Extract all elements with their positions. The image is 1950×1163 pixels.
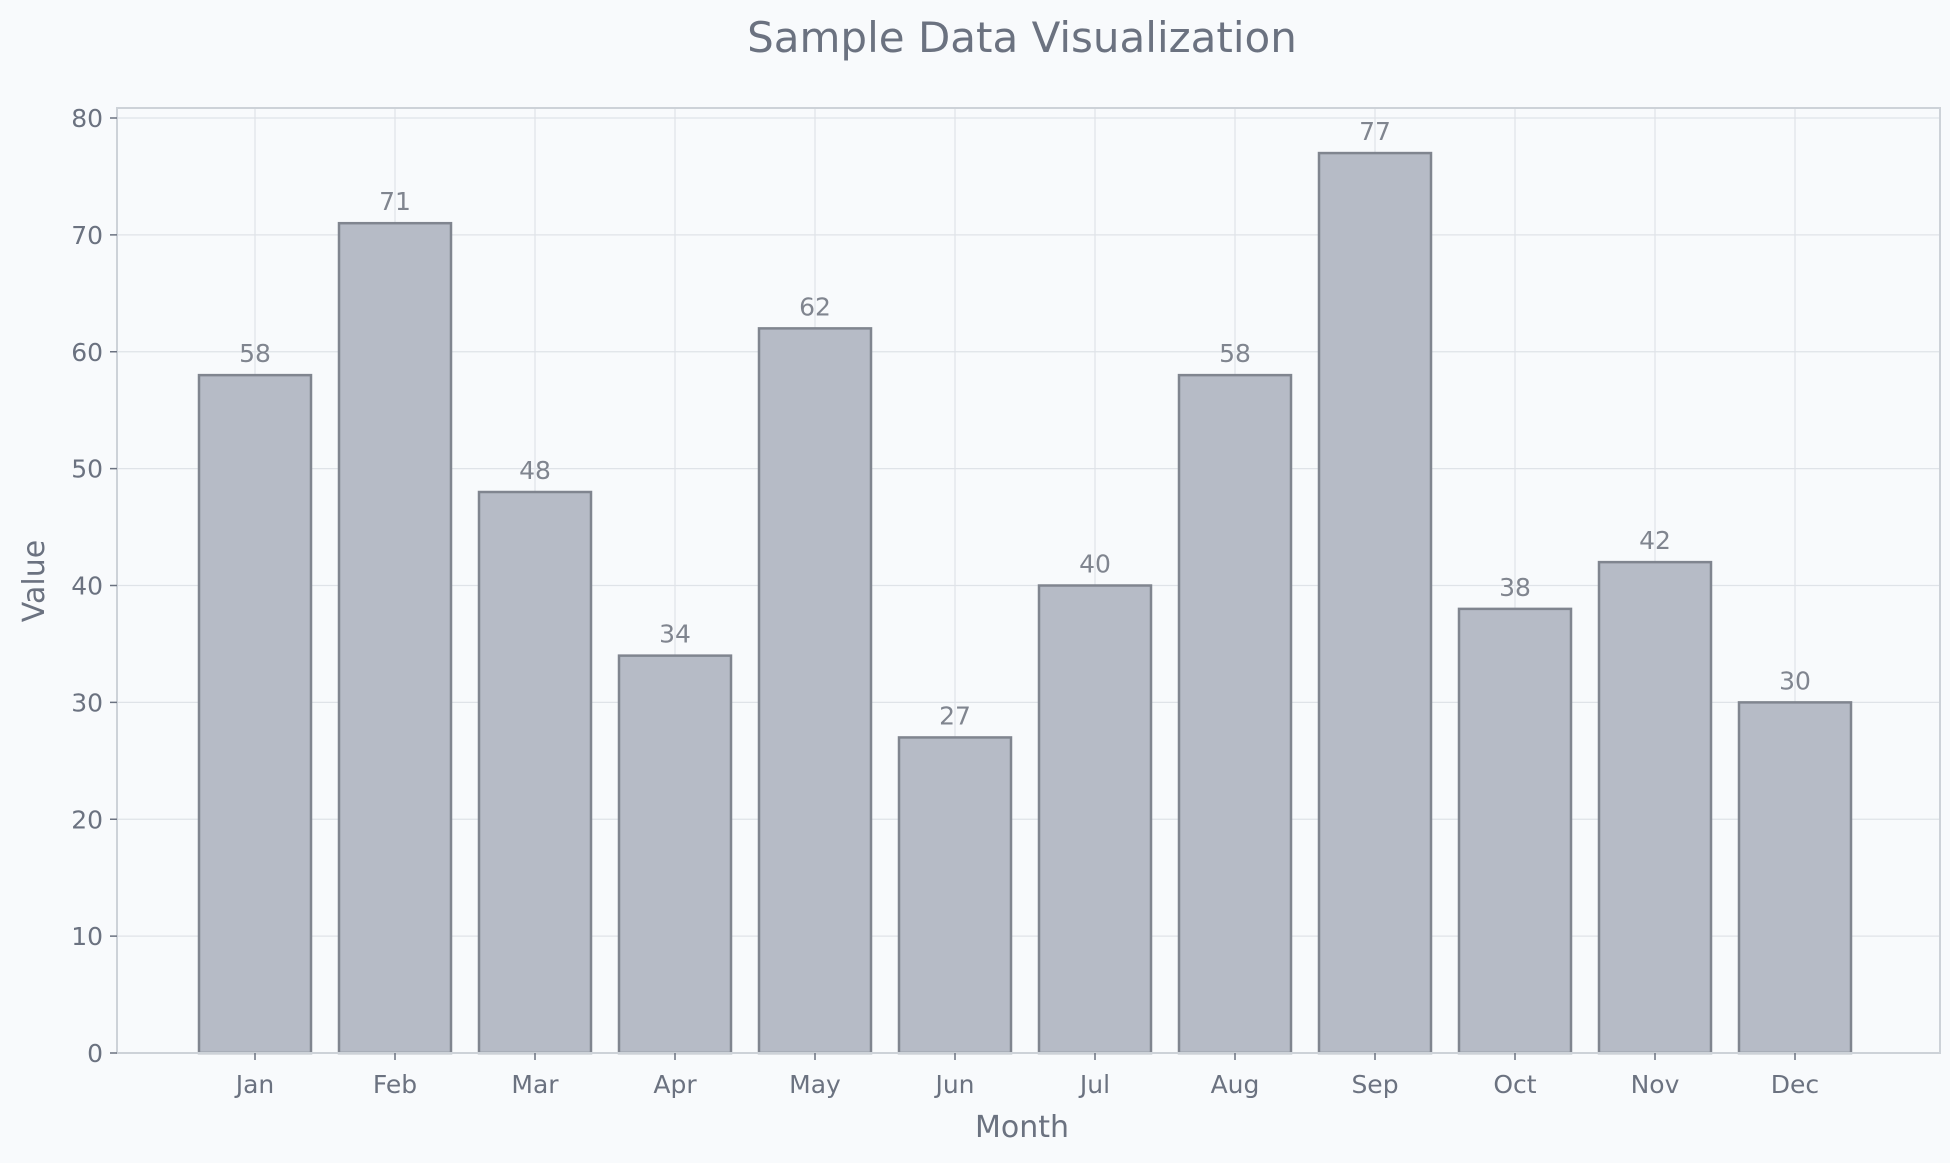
x-tick-label-jun: Jun <box>933 1070 974 1099</box>
data-label-dec: 30 <box>1779 666 1811 695</box>
y-tick-label: 20 <box>71 805 103 834</box>
y-tick-label: 70 <box>71 221 103 250</box>
y-tick-label: 0 <box>87 1039 103 1068</box>
data-label-mar: 48 <box>519 456 551 485</box>
y-tick-label: 80 <box>71 104 103 133</box>
x-axis-ticks: Jan Feb Mar Apr May Jun Jul Aug Sep Oct Nov Dec <box>234 1053 1819 1099</box>
x-tick-label-mar: Mar <box>511 1070 559 1099</box>
data-label-apr: 34 <box>659 620 691 649</box>
x-tick-label-feb: Feb <box>373 1070 417 1099</box>
bar-may <box>757 327 873 1055</box>
x-tick-label-may: May <box>789 1070 841 1099</box>
data-label-aug: 58 <box>1219 339 1251 368</box>
data-label-jan: 58 <box>239 339 271 368</box>
x-tick-label-jul: Jul <box>1078 1070 1110 1099</box>
data-label-feb: 71 <box>379 187 411 216</box>
bar-apr <box>617 654 733 1055</box>
bar-jul <box>1037 584 1153 1055</box>
bar-nov <box>1597 560 1713 1055</box>
bar-feb <box>337 221 453 1055</box>
data-label-jun: 27 <box>939 701 971 730</box>
y-tick-label: 40 <box>71 572 103 601</box>
y-axis-label: Value <box>17 540 52 622</box>
plot-area-frame <box>116 107 1941 1054</box>
data-label-nov: 42 <box>1639 526 1671 555</box>
x-tick-label-sep: Sep <box>1351 1070 1398 1099</box>
y-tick-label: 30 <box>71 688 103 717</box>
x-tick-label-apr: Apr <box>653 1070 697 1099</box>
bar-jun <box>897 736 1013 1055</box>
data-label-oct: 38 <box>1499 573 1531 602</box>
bar-dec <box>1737 701 1853 1055</box>
data-label-sep: 77 <box>1359 117 1391 146</box>
data-labels: 58 71 48 34 62 27 40 58 77 38 42 30 <box>239 117 1811 730</box>
chart-title: Sample Data Visualization <box>747 13 1297 62</box>
bar-jan <box>197 373 313 1055</box>
y-axis-ticks: 0 10 20 30 40 50 60 70 80 <box>71 104 117 1068</box>
x-tick-label-nov: Nov <box>1631 1070 1680 1099</box>
bar-aug <box>1177 373 1293 1055</box>
x-tick-label-jan: Jan <box>234 1070 275 1099</box>
y-tick-label: 10 <box>71 922 103 951</box>
bars <box>197 151 1853 1055</box>
data-label-may: 62 <box>799 292 831 321</box>
x-tick-label-aug: Aug <box>1211 1070 1260 1099</box>
bar-mar <box>477 490 593 1055</box>
x-tick-label-dec: Dec <box>1771 1070 1819 1099</box>
data-label-jul: 40 <box>1079 550 1111 579</box>
y-tick-label: 50 <box>71 455 103 484</box>
bar-oct <box>1457 607 1573 1055</box>
bar-sep <box>1317 151 1433 1055</box>
x-tick-label-oct: Oct <box>1493 1070 1536 1099</box>
x-axis-label: Month <box>975 1110 1069 1145</box>
y-tick-label: 60 <box>71 338 103 367</box>
